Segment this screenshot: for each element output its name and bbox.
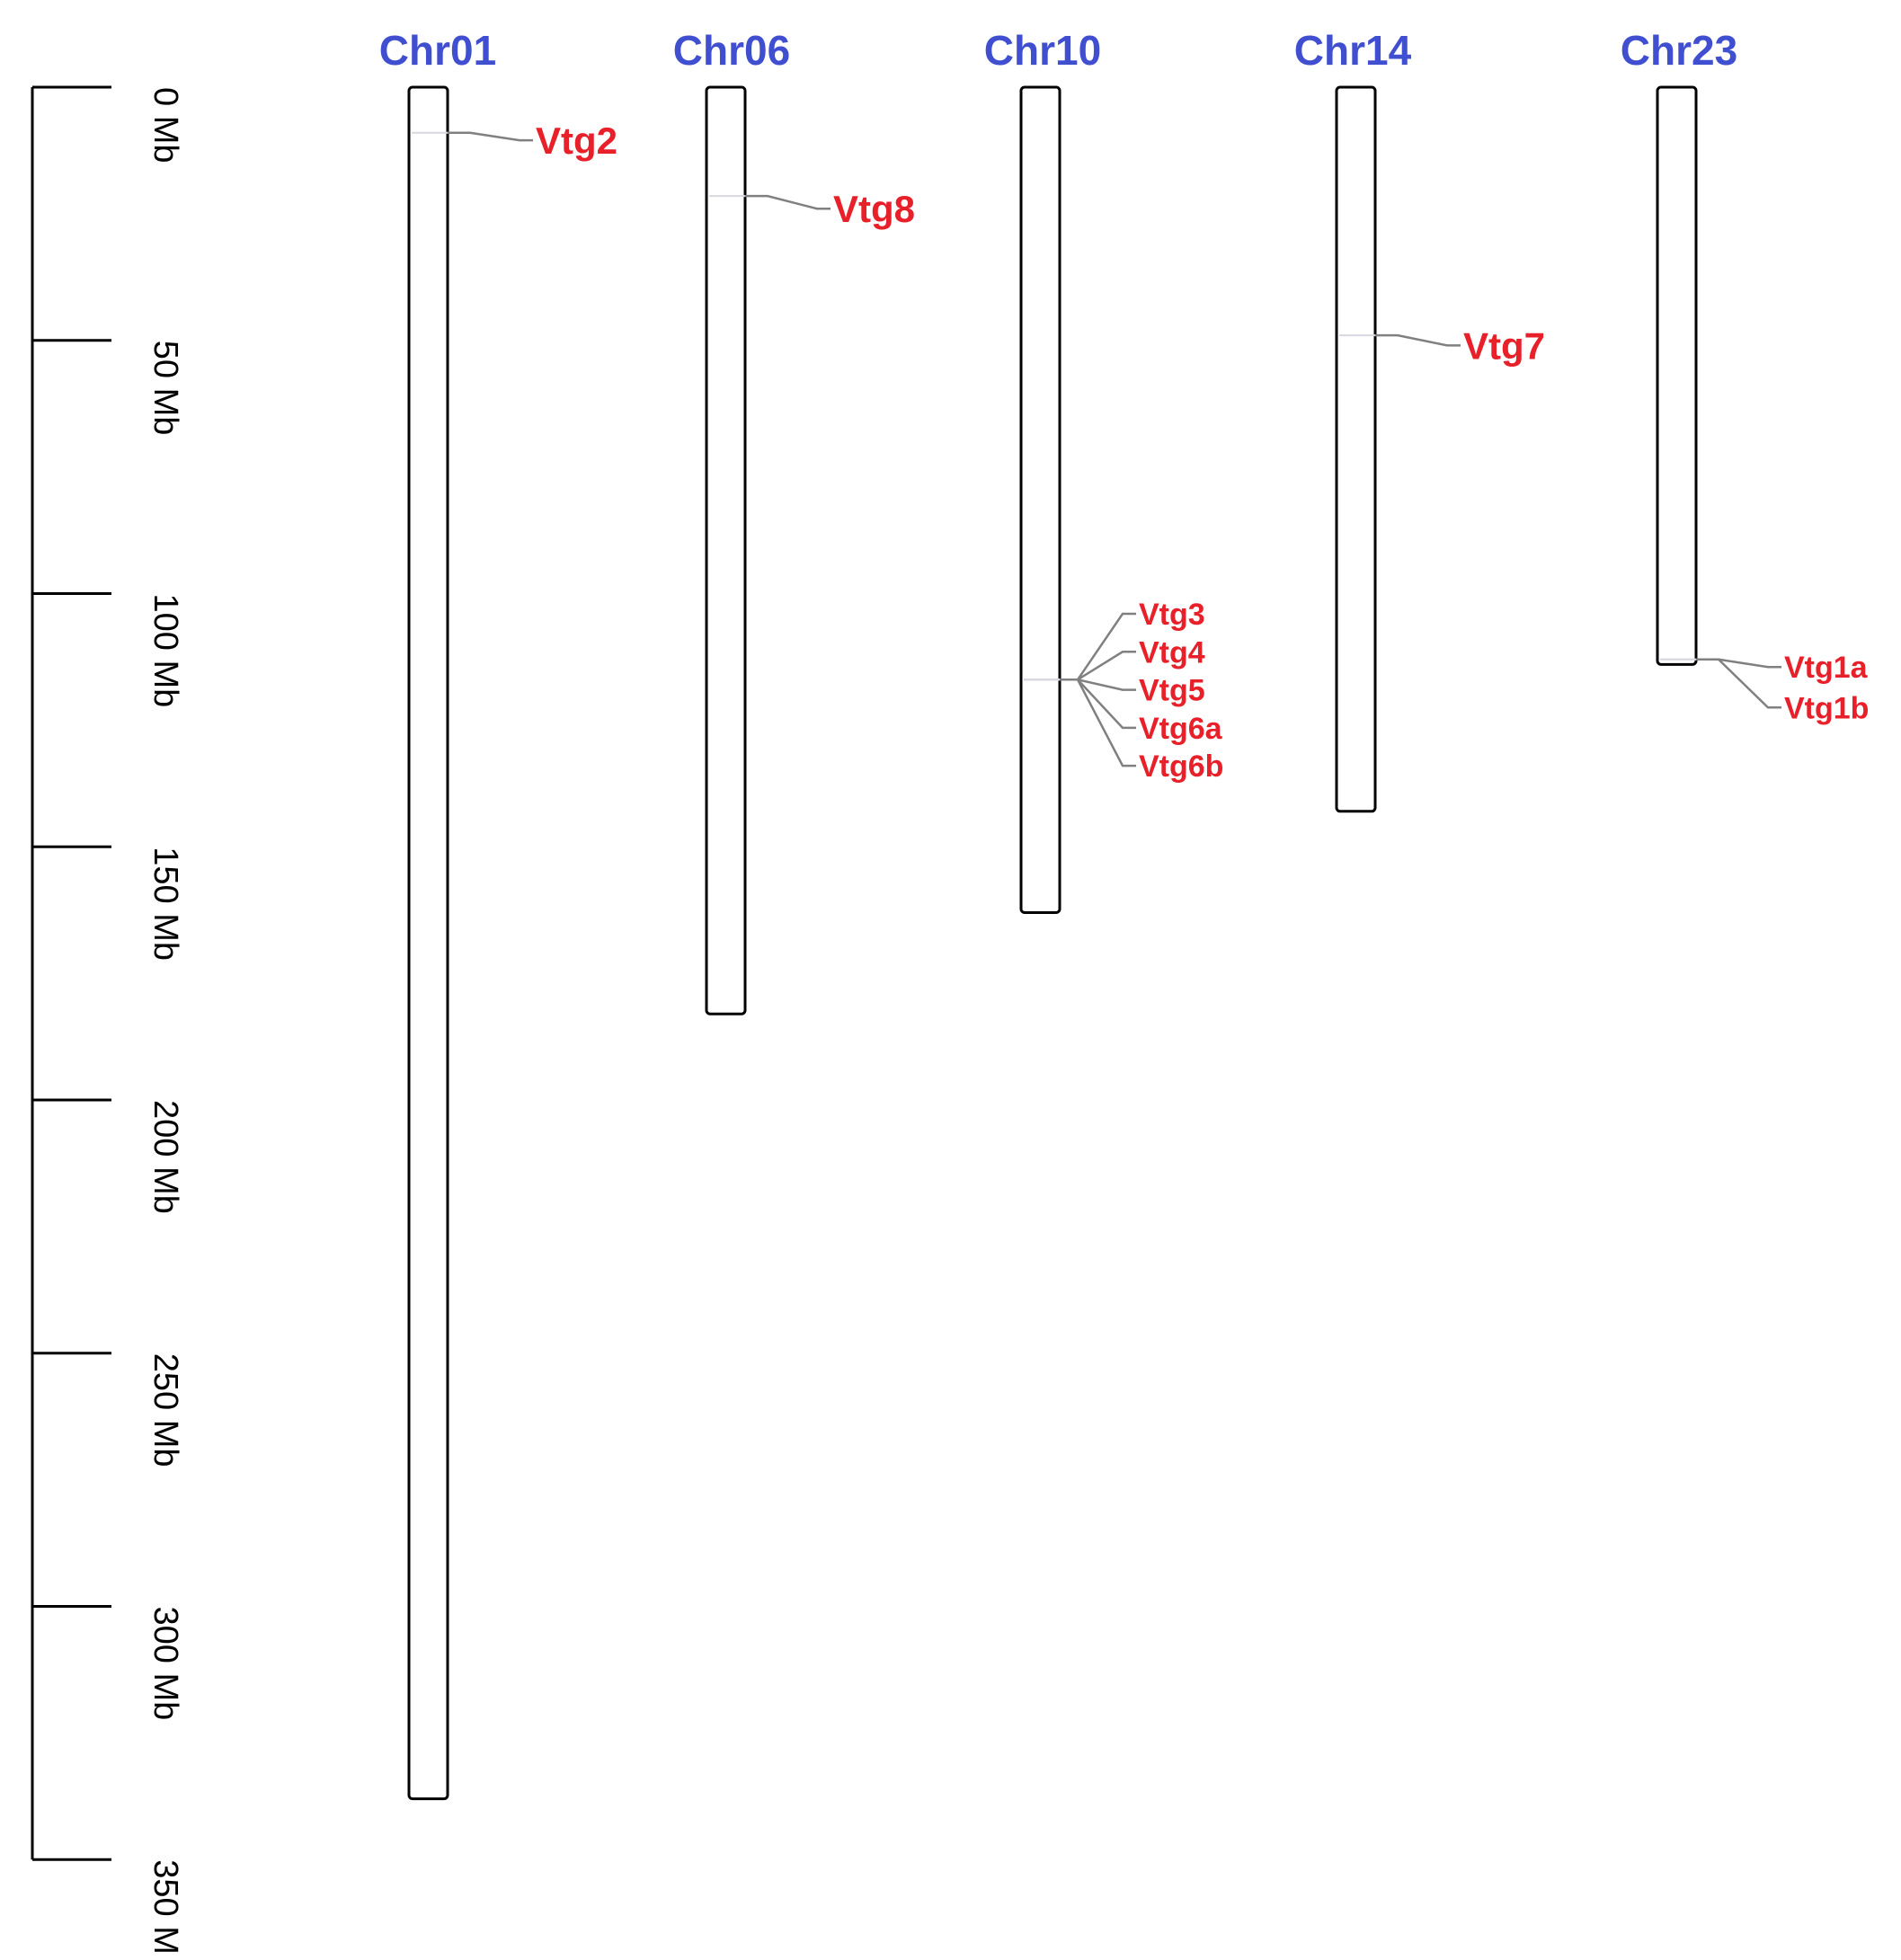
scale-tick-label: 100 Mb bbox=[147, 594, 184, 708]
gene-leader-line bbox=[745, 194, 831, 210]
gene-label: Vtg8 bbox=[833, 188, 915, 230]
chromosome-chr01: Chr01 Vtg2 bbox=[379, 27, 617, 1801]
gene-label: Vtg5 bbox=[1139, 674, 1205, 708]
chromosome-label: Chr10 bbox=[984, 27, 1101, 74]
gene-label: Vtg6a bbox=[1139, 712, 1223, 746]
gene-leader-line bbox=[448, 131, 533, 142]
chromosome-bar bbox=[705, 85, 747, 1015]
gene-label: Vtg6b bbox=[1139, 749, 1223, 784]
gene-label: Vtg1b bbox=[1784, 691, 1869, 725]
chromosome-bar bbox=[407, 85, 449, 1801]
scale-bar: 0 Mb 50 Mb 100 Mb 150 Mb 200 Mb 250 Mb 300 Mb 3… bbox=[31, 85, 184, 1960]
scale-tick-label: 50 Mb bbox=[147, 341, 184, 436]
gene-leader-line bbox=[1696, 658, 1781, 669]
gene-label: Vtg2 bbox=[536, 120, 617, 162]
gene-leader-line bbox=[1375, 333, 1461, 347]
chromosome-bar bbox=[1656, 85, 1698, 666]
chromosome-chr14: Chr14 Vtg7 bbox=[1294, 27, 1545, 813]
scale-tick-label: 350 Mb bbox=[147, 1859, 184, 1956]
chromosome-chr06: Chr06 Vtg8 bbox=[673, 27, 915, 1015]
scale-tick-label: 150 Mb bbox=[147, 847, 184, 961]
gene-label: Vtg4 bbox=[1139, 635, 1205, 670]
scale-tick-label: 300 Mb bbox=[147, 1607, 184, 1721]
chromosome-chr23: Chr23 Vtg1a Vtg1b bbox=[1621, 27, 1870, 725]
gene-leader-line bbox=[1060, 678, 1136, 691]
chromosome-label: Chr23 bbox=[1621, 27, 1737, 74]
chromosome-label: Chr06 bbox=[673, 27, 790, 74]
gene-label: Vtg7 bbox=[1463, 324, 1545, 367]
gene-label: Vtg1a bbox=[1784, 651, 1869, 685]
scale-tick-label: 200 Mb bbox=[147, 1100, 184, 1214]
chromosome-label: Chr01 bbox=[379, 27, 496, 74]
scale-tick-label: 0 Mb bbox=[147, 87, 184, 163]
chromosome-label: Chr14 bbox=[1294, 27, 1412, 74]
gene-label: Vtg3 bbox=[1139, 598, 1205, 632]
chromosome-bar bbox=[1019, 85, 1062, 915]
gene-leader-line bbox=[1696, 658, 1781, 709]
chromosome-bar bbox=[1335, 85, 1377, 813]
gene-leader-line bbox=[1060, 678, 1136, 767]
gene-leader-line bbox=[1060, 651, 1136, 681]
gene-leader-line bbox=[1060, 612, 1136, 681]
scale-tick-label: 250 Mb bbox=[147, 1353, 184, 1468]
